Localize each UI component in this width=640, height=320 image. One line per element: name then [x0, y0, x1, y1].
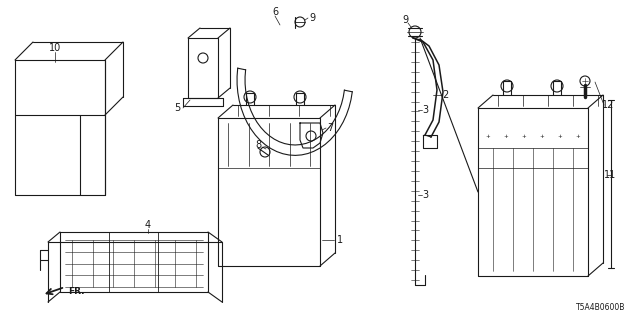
Text: FR.: FR.	[68, 287, 84, 297]
Text: +: +	[504, 133, 508, 139]
Text: +: +	[486, 133, 490, 139]
Text: 6: 6	[272, 7, 278, 17]
Text: 11: 11	[604, 170, 616, 180]
Text: 7: 7	[327, 123, 333, 133]
Text: 12: 12	[602, 100, 614, 110]
Text: 9: 9	[402, 15, 408, 25]
Text: 5: 5	[174, 103, 180, 113]
Text: 3: 3	[422, 105, 428, 115]
Text: 1: 1	[337, 235, 343, 245]
Text: +: +	[575, 133, 580, 139]
Text: 2: 2	[442, 90, 448, 100]
Text: 10: 10	[49, 43, 61, 53]
Text: 4: 4	[145, 220, 151, 230]
Text: 3: 3	[422, 190, 428, 200]
Text: 8: 8	[255, 140, 261, 150]
Text: T5A4B0600B: T5A4B0600B	[575, 303, 625, 312]
Text: +: +	[540, 133, 545, 139]
Text: 9: 9	[309, 13, 315, 23]
Text: +: +	[522, 133, 526, 139]
Text: +: +	[557, 133, 563, 139]
